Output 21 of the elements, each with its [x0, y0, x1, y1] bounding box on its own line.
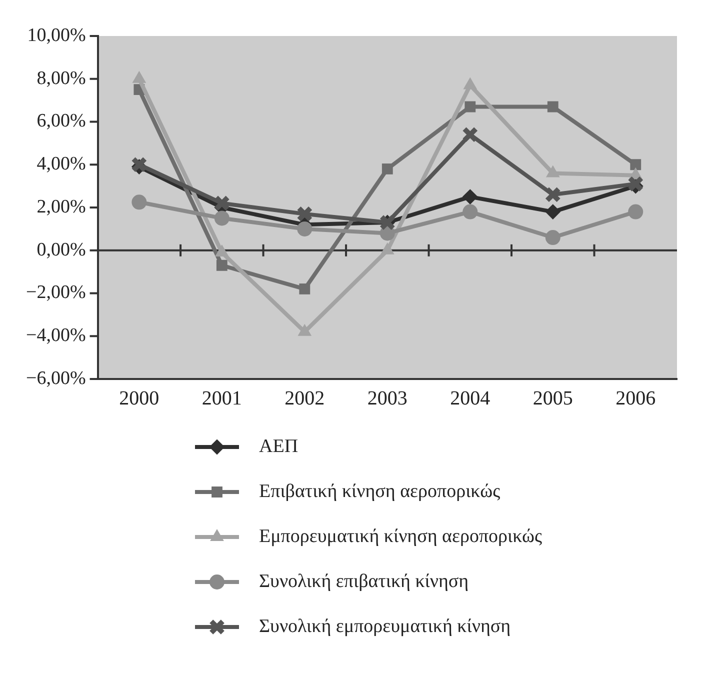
legend-label: Επιβατική κίνηση αεροπορικώς: [259, 480, 501, 502]
y-tick-label: 2,00%: [36, 196, 86, 218]
x-tick-label: 2001: [202, 387, 242, 410]
y-tick-label: 6,00%: [36, 110, 86, 132]
y-tick-label: −6,00%: [26, 368, 86, 389]
y-tick-label: 8,00%: [36, 68, 86, 89]
legend-label: Συνολική εμπορευματική κίνηση: [259, 616, 511, 637]
legend-label: Συνολική επιβατική κίνηση: [259, 570, 469, 592]
y-tick-label: 4,00%: [36, 154, 86, 175]
legend-label: Εμπορευματική κίνηση αεροπορικώς: [259, 526, 543, 547]
legend-label: ΑΕΠ: [259, 436, 298, 457]
x-tick-label: 2004: [450, 387, 490, 410]
y-tick-label: 10,00%: [27, 24, 86, 46]
x-tick-label: 2006: [616, 387, 656, 410]
x-tick-label: 2002: [284, 387, 325, 410]
y-tick-label: −4,00%: [26, 325, 86, 346]
x-tick-label: 2000: [119, 387, 160, 410]
x-tick-label: 2003: [367, 387, 408, 410]
x-tick-label: 2005: [532, 387, 573, 410]
y-tick-label: 0,00%: [36, 239, 86, 260]
y-tick-label: −2,00%: [26, 282, 86, 304]
